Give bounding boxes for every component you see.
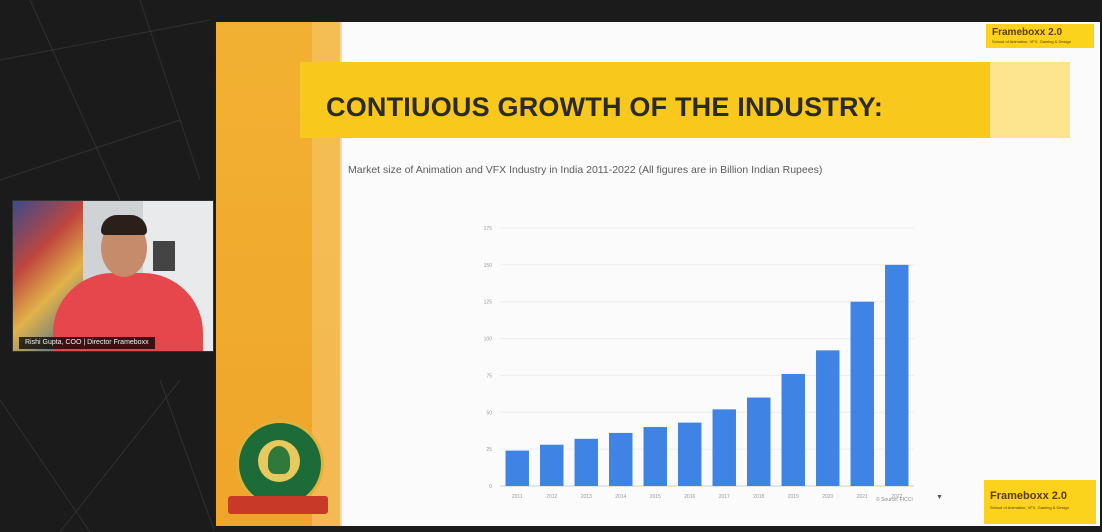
bar bbox=[747, 397, 771, 486]
bar bbox=[540, 444, 564, 486]
market-size-bar-chart: 0 25 50 75 100 125 150 175 2011 2012 2013 2014 2015 2… bbox=[484, 226, 914, 500]
x-tick-label: 2012 bbox=[546, 494, 557, 500]
university-seal bbox=[224, 420, 334, 524]
presenter-name-tag: Rishi Gupta, COO | Director Frameboxx bbox=[19, 337, 155, 349]
x-tick-label: 2020 bbox=[822, 494, 833, 500]
bar bbox=[609, 432, 633, 486]
y-tick-label: 125 bbox=[484, 300, 493, 306]
chart-caption: Market size of Animation and VFX Industr… bbox=[348, 164, 823, 176]
bar bbox=[574, 438, 598, 486]
brand-logo-bottom: Frameboxx 2.0 School of Animation, VFX, … bbox=[984, 480, 1096, 524]
bar bbox=[712, 409, 736, 486]
bar bbox=[885, 264, 909, 486]
bar bbox=[781, 373, 805, 486]
bar bbox=[643, 427, 667, 486]
y-tick-label: 50 bbox=[486, 410, 492, 416]
y-tick-label: 75 bbox=[486, 373, 492, 379]
brand-logo-top: Frameboxx 2.0 School of Animation, VFX, … bbox=[986, 24, 1094, 48]
source-credit: © Source: FICCI bbox=[876, 497, 913, 503]
x-tick-label: 2016 bbox=[684, 494, 695, 500]
y-tick-label: 150 bbox=[484, 263, 493, 269]
seal-ribbon bbox=[228, 496, 328, 514]
bar bbox=[678, 422, 702, 486]
background-frame bbox=[153, 241, 175, 271]
x-tick-label: 2014 bbox=[615, 494, 626, 500]
brand-logo-tagline: School of Animation, VFX, Gaming & Desig… bbox=[990, 505, 1069, 510]
x-tick-label: 2018 bbox=[753, 494, 764, 500]
y-tick-label: 100 bbox=[484, 337, 493, 343]
x-tick-label: 2021 bbox=[857, 494, 868, 500]
x-tick-label: 2011 bbox=[512, 494, 523, 500]
x-tick-label: 2015 bbox=[650, 494, 661, 500]
x-tick-label: 2022 bbox=[891, 494, 902, 500]
bar bbox=[505, 450, 529, 486]
brand-logo-text: Frameboxx 2.0 bbox=[990, 490, 1068, 502]
y-tick-label: 25 bbox=[486, 447, 492, 453]
slide-title: CONTIUOUS GROWTH OF THE INDUSTRY: bbox=[326, 92, 884, 122]
x-tick-label: 2017 bbox=[719, 494, 730, 500]
y-tick-label: 175 bbox=[484, 226, 493, 232]
bar bbox=[816, 350, 840, 486]
brand-logo-text: Frameboxx 2.0 bbox=[992, 27, 1063, 38]
x-tick-label: 2019 bbox=[788, 494, 799, 500]
presentation-slide: Frameboxx 2.0 School of Animation, VFX, … bbox=[216, 22, 1100, 526]
presenter-video-tile[interactable]: Rishi Gupta, COO | Director Frameboxx bbox=[12, 200, 214, 352]
y-tick-label: 0 bbox=[489, 484, 492, 490]
title-banner-tail bbox=[990, 62, 1070, 138]
brand-logo-tagline: School of Animation, VFX, Gaming & Desig… bbox=[992, 39, 1071, 44]
bar bbox=[850, 301, 874, 486]
caret-down-icon: ▼ bbox=[936, 494, 943, 501]
presenter-hair bbox=[101, 215, 147, 235]
title-banner bbox=[300, 62, 990, 138]
x-tick-label: 2013 bbox=[581, 494, 592, 500]
oak-tree-icon bbox=[268, 446, 290, 474]
